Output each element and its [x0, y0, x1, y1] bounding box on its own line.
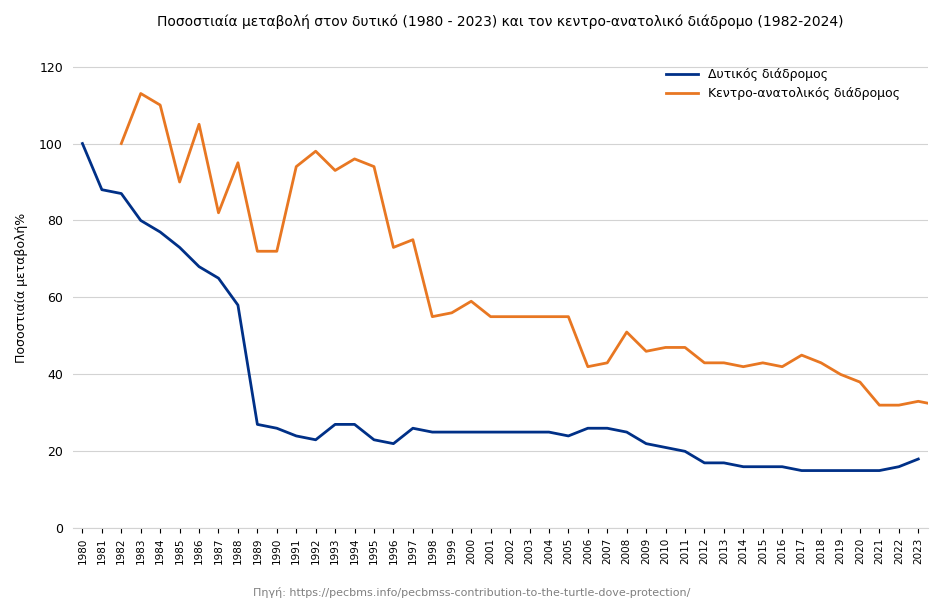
Δυτικός διάδρομος [776, 463, 787, 470]
Δυτικός διάδρομος [446, 428, 457, 436]
Δυτικός διάδρομος [854, 467, 866, 474]
Δυτικός διάδρομος [602, 425, 613, 432]
Y-axis label: Ποσοστιαία μεταβολή%: Ποσοστιαία μεταβολή% [15, 213, 28, 363]
Δυτικός διάδρομος [679, 448, 690, 455]
Κεντρο-ανατολικός διάδρομος [426, 313, 438, 320]
Δυτικός διάδρομος [466, 428, 477, 436]
Δυτικός διάδρομος [621, 428, 633, 436]
Κεντρο-ανατολικός διάδρομος [310, 148, 322, 155]
Δυτικός διάδρομος [640, 440, 652, 447]
Legend: Δυτικός διάδρομος, Κεντρο-ανατολικός διάδρομος: Δυτικός διάδρομος, Κεντρο-ανατολικός διά… [661, 63, 904, 106]
Δυτικός διάδρομος [174, 244, 185, 251]
Κεντρο-ανατολικός διάδρομος [835, 371, 846, 378]
Δυτικός διάδρομος [524, 428, 536, 436]
Title: Ποσοστιαία μεταβολή στον δυτικό (1980 - 2023) και τον κεντρο-ανατολικό διάδρομο : Ποσοστιαία μεταβολή στον δυτικό (1980 - … [157, 15, 844, 29]
Κεντρο-ανατολικός διάδρομος [737, 363, 749, 370]
Κεντρο-ανατολικός διάδρομος [679, 344, 690, 351]
Κεντρο-ανατολικός διάδρομος [621, 328, 633, 336]
Κεντρο-ανατολικός διάδρομος [543, 313, 554, 320]
Κεντρο-ανατολικός διάδρομος [602, 359, 613, 367]
Κεντρο-ανατολικός διάδρομος [524, 313, 536, 320]
Δυτικός διάδρομος [660, 444, 671, 451]
Δυτικός διάδρομος [272, 425, 283, 432]
Κεντρο-ανατολικός διάδρομος [699, 359, 710, 367]
Κεντρο-ανατολικός διάδρομος [485, 313, 496, 320]
Δυτικός διάδρομος [737, 463, 749, 470]
Κεντρο-ανατολικός διάδρομος [213, 209, 224, 217]
Δυτικός διάδρομος [796, 467, 807, 474]
Δυτικός διάδρομος [816, 467, 827, 474]
Δυτικός διάδρομος [232, 301, 243, 309]
Δυτικός διάδρομος [96, 186, 108, 193]
Κεντρο-ανατολικός διάδρομος [932, 401, 943, 409]
Line: Δυτικός διάδρομος: Δυτικός διάδρομος [82, 143, 918, 470]
Κεντρο-ανατολικός διάδρομος [893, 401, 904, 409]
Δυτικός διάδρομος [407, 425, 419, 432]
Δυτικός διάδρομος [699, 459, 710, 467]
Δυτικός διάδρομος [76, 140, 88, 147]
Δυτικός διάδρομος [563, 432, 574, 440]
Κεντρο-ανατολικός διάδρομος [874, 401, 885, 409]
Δυτικός διάδρομος [135, 217, 146, 224]
Δυτικός διάδρομος [893, 463, 904, 470]
Κεντρο-ανατολικός διάδρομος [329, 167, 340, 174]
Κεντρο-ανατολικός διάδρομος [290, 163, 302, 170]
Δυτικός διάδρομος [349, 421, 360, 428]
Text: Πηγή: https://pecbms.info/pecbmss-contribution-to-the-turtle-dove-protection/: Πηγή: https://pecbms.info/pecbmss-contri… [253, 587, 690, 598]
Δυτικός διάδρομος [757, 463, 769, 470]
Κεντρο-ανατολικός διάδρομος [660, 344, 671, 351]
Κεντρο-ανατολικός διάδρομος [174, 178, 185, 185]
Line: Κεντρο-ανατολικός διάδρομος: Κεντρο-ανατολικός διάδρομος [122, 93, 937, 405]
Κεντρο-ανατολικός διάδρομος [232, 159, 243, 167]
Κεντρο-ανατολικός διάδρομος [640, 348, 652, 355]
Κεντρο-ανατολικός διάδρομος [193, 121, 205, 128]
Δυτικός διάδρομος [369, 436, 380, 443]
Κεντρο-ανατολικός διάδρομος [369, 163, 380, 170]
Δυτικός διάδρομος [252, 421, 263, 428]
Κεντρο-ανατολικός διάδρομος [407, 236, 419, 243]
Κεντρο-ανατολικός διάδρομος [116, 140, 127, 147]
Κεντρο-ανατολικός διάδρομος [776, 363, 787, 370]
Κεντρο-ανατολικός διάδρομος [757, 359, 769, 367]
Κεντρο-ανατολικός διάδρομος [349, 156, 360, 163]
Κεντρο-ανατολικός διάδρομος [446, 309, 457, 317]
Δυτικός διάδρομος [193, 263, 205, 270]
Κεντρο-ανατολικός διάδρομος [466, 298, 477, 305]
Κεντρο-ανατολικός διάδρομος [854, 378, 866, 386]
Κεντρο-ανατολικός διάδρομος [155, 101, 166, 109]
Κεντρο-ανατολικός διάδρομος [272, 248, 283, 255]
Δυτικός διάδρομος [116, 190, 127, 197]
Δυτικός διάδρομος [310, 436, 322, 443]
Δυτικός διάδρομος [155, 228, 166, 235]
Δυτικός διάδρομος [485, 428, 496, 436]
Δυτικός διάδρομος [543, 428, 554, 436]
Δυτικός διάδρομος [213, 274, 224, 282]
Δυτικός διάδρομος [874, 467, 885, 474]
Δυτικός διάδρομος [329, 421, 340, 428]
Κεντρο-ανατολικός διάδρομος [582, 363, 593, 370]
Δυτικός διάδρομος [290, 432, 302, 440]
Δυτικός διάδρομος [719, 459, 730, 467]
Κεντρο-ανατολικός διάδρομος [135, 90, 146, 97]
Κεντρο-ανατολικός διάδρομος [816, 359, 827, 367]
Κεντρο-ανατολικός διάδρομος [252, 248, 263, 255]
Δυτικός διάδρομος [913, 455, 924, 462]
Κεντρο-ανατολικός διάδρομος [796, 351, 807, 359]
Δυτικός διάδρομος [388, 440, 399, 447]
Δυτικός διάδρομος [835, 467, 846, 474]
Κεντρο-ανατολικός διάδρομος [719, 359, 730, 367]
Δυτικός διάδρομος [582, 425, 593, 432]
Δυτικός διάδρομος [505, 428, 516, 436]
Δυτικός διάδρομος [426, 428, 438, 436]
Κεντρο-ανατολικός διάδρομος [388, 244, 399, 251]
Κεντρο-ανατολικός διάδρομος [913, 398, 924, 405]
Κεντρο-ανατολικός διάδρομος [563, 313, 574, 320]
Κεντρο-ανατολικός διάδρομος [505, 313, 516, 320]
